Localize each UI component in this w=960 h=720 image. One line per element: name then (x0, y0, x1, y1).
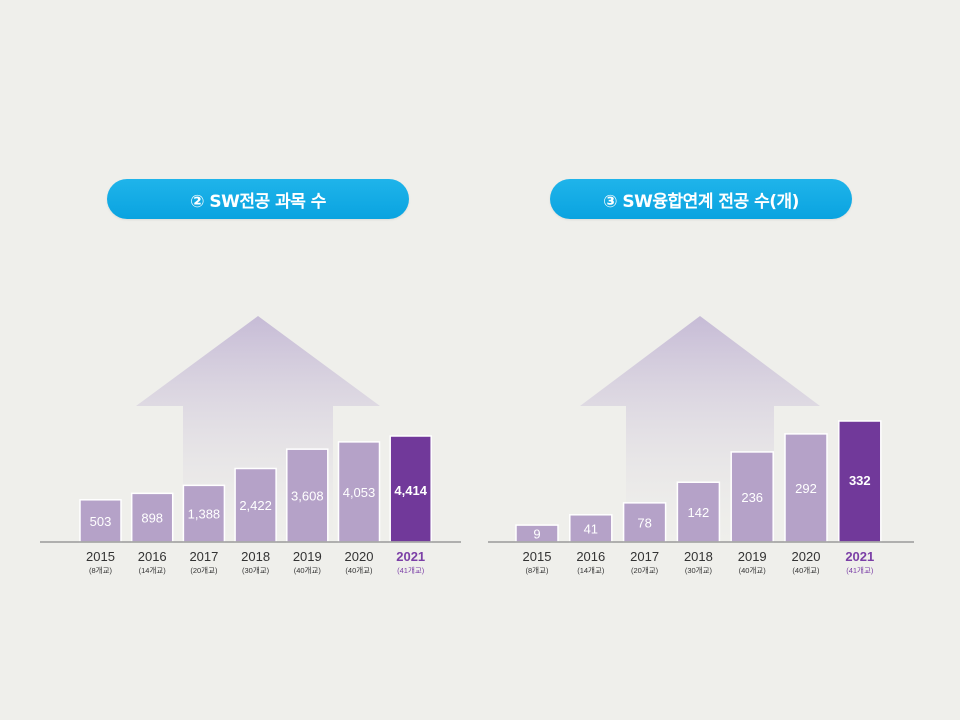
x-tick-label: 2017 (189, 549, 218, 564)
x-tick-label: 2015 (523, 549, 552, 564)
bar-value-label: 332 (849, 473, 871, 488)
bar-2017 (182, 484, 226, 543)
sw-courses-bar-chart: 503 2015(8개교) 898 2016(14개교) 1,388 2017(20개교)… (40, 316, 461, 575)
x-sub-label: (40개교) (294, 565, 322, 575)
bar-value-label: 503 (90, 514, 112, 529)
x-sub-label: (8개교) (526, 565, 549, 575)
bar-2018 (234, 467, 277, 543)
bar-value-label: 142 (688, 505, 710, 520)
bar-2016 (569, 514, 613, 543)
x-sub-label: (8개교) (89, 565, 112, 575)
x-tick-label: 2015 (86, 549, 115, 564)
x-tick-label: 2016 (138, 549, 167, 564)
x-tick-label: 2021 (845, 549, 874, 564)
bar-value-label: 3,608 (291, 489, 324, 504)
x-tick-label: 2017 (630, 549, 659, 564)
x-sub-label: (40개교) (739, 565, 767, 575)
x-sub-label: (30개교) (685, 565, 713, 575)
bar-2021 (838, 420, 882, 543)
bar-2017 (622, 502, 667, 543)
bar-2020 (337, 441, 381, 543)
x-sub-label: (14개교) (577, 565, 605, 575)
x-sub-label: (40개교) (345, 565, 373, 575)
bar-value-label: 4,414 (394, 483, 427, 498)
x-sub-label: (20개교) (190, 565, 218, 575)
chart-title-sw-convergence-majors: ③ SW융합연계 전공 수(개) (550, 179, 852, 219)
bar-value-label: 236 (741, 490, 763, 505)
sw-convergence-majors-bar-chart: 9 2015(8개교) 41 2016(14개교) 78 2017(20개교) 142 201… (488, 316, 914, 575)
bar-value-label: 292 (795, 481, 817, 496)
bar-2015 (79, 499, 122, 543)
x-sub-label: (30개교) (242, 565, 270, 575)
x-sub-label: (40개교) (792, 565, 820, 575)
bar-value-label: 9 (533, 527, 540, 542)
x-sub-label: (41개교) (397, 565, 425, 575)
bar-value-label: 898 (141, 511, 163, 526)
x-tick-label: 2019 (293, 549, 322, 564)
x-tick-label: 2020 (792, 549, 821, 564)
x-sub-label: (41개교) (846, 565, 874, 575)
chart-title-sw-courses: ② SW전공 과목 수 (107, 179, 409, 219)
bar-2021 (389, 435, 432, 543)
x-sub-label: (20개교) (631, 565, 659, 575)
bar-2020 (784, 433, 828, 543)
bar-value-label: 78 (637, 515, 651, 530)
x-tick-label: 2018 (241, 549, 270, 564)
bar-2019 (730, 451, 774, 543)
x-sub-label: (14개교) (139, 565, 167, 575)
x-tick-label: 2021 (396, 549, 425, 564)
bar-value-label: 1,388 (188, 507, 221, 522)
x-tick-label: 2020 (345, 549, 374, 564)
x-tick-label: 2019 (738, 549, 767, 564)
bar-value-label: 4,053 (343, 485, 376, 500)
x-tick-label: 2018 (684, 549, 713, 564)
bar-value-label: 2,422 (239, 498, 272, 513)
x-tick-label: 2016 (576, 549, 605, 564)
bar-value-label: 41 (584, 521, 598, 536)
